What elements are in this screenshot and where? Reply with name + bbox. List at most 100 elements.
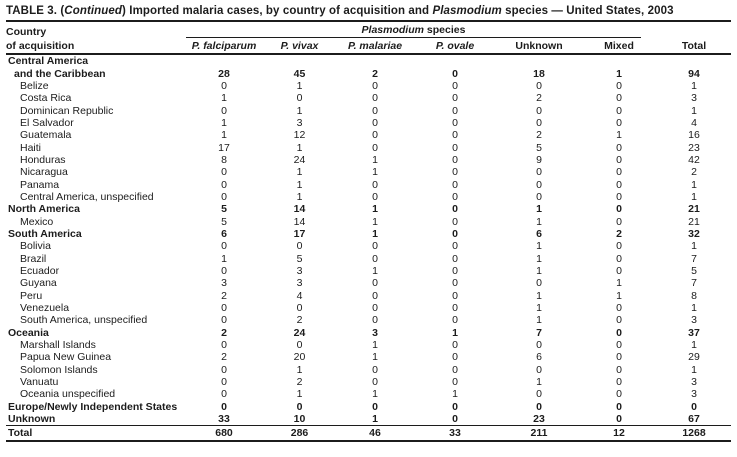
- cell-value: 17: [218, 141, 230, 154]
- cell-value: 32: [688, 227, 700, 240]
- column-header: P. falciparum: [191, 39, 257, 52]
- cell-value: 0: [372, 129, 378, 142]
- cell-value: 12: [293, 129, 306, 142]
- cell-value: 0: [616, 141, 622, 154]
- table-row: Bolivia 0 0 0 0 1 0 1: [6, 240, 731, 252]
- cell-value: 0: [616, 363, 622, 376]
- cell-value: 0: [452, 314, 458, 327]
- cell-value: 3: [296, 116, 303, 129]
- cell-value: 1: [221, 252, 227, 265]
- cell-value: 0: [372, 376, 378, 389]
- cell-value: 94: [688, 67, 700, 80]
- row-label: Central America, unspecified: [20, 190, 154, 203]
- cell-value: 0: [372, 190, 378, 203]
- table-row: Europe/Newly Independent States 0 0 0 0 0 0 0: [6, 401, 731, 413]
- cell-value: 0: [221, 265, 227, 278]
- cell-value: 0: [452, 153, 458, 166]
- cell-value: 0: [452, 215, 458, 228]
- cell-value: 1: [372, 388, 378, 401]
- country-header-line1: Country: [6, 26, 47, 38]
- cell-value: 0: [221, 190, 227, 203]
- title-segment: species — United States, 2003: [501, 5, 674, 17]
- cell-value: 0: [536, 104, 542, 117]
- row-label: Guatemala: [20, 129, 72, 142]
- cell-value: 1: [372, 227, 378, 240]
- table-row: Haiti 17 1 0 0 5 0 23: [6, 141, 731, 154]
- cell-value: 0: [452, 79, 458, 92]
- cell-value: 3: [691, 388, 697, 401]
- cell-value: 0: [452, 363, 458, 376]
- cell-value: 7: [691, 252, 697, 265]
- table-row: Panama 0 1 0 0 0 0 1: [6, 178, 731, 191]
- cell-value: 0: [372, 178, 378, 191]
- table-row: Guyana 3 3 0 0 0 1 7: [6, 277, 731, 289]
- cell-value: 1: [691, 104, 697, 117]
- column-header: Total: [681, 39, 707, 52]
- row-label: Belize: [20, 79, 49, 92]
- cell-value: 0: [536, 388, 542, 401]
- cell-value: 1: [221, 116, 227, 129]
- cell-value: 0: [452, 302, 458, 315]
- cell-value: 0: [616, 314, 622, 327]
- cell-value: 0: [536, 166, 542, 179]
- table-row: Honduras 8 24 1 0 9 0 42: [6, 154, 731, 166]
- cell-value: 2: [221, 289, 227, 302]
- row-label: Panama: [20, 178, 60, 191]
- cell-value: 0: [372, 400, 378, 413]
- cell-value: 0: [372, 79, 378, 92]
- cell-value: 0: [616, 153, 622, 166]
- cell-value: 21: [688, 203, 700, 216]
- cell-value: 0: [616, 326, 622, 339]
- cell-value: 3: [691, 314, 697, 327]
- table-row: North America 5 14 1 0 1 0 21: [6, 203, 731, 215]
- cell-value: 1: [296, 79, 303, 92]
- cell-value: 0: [616, 79, 622, 92]
- table-header: Country Plasmodium species of acquisitio…: [6, 22, 731, 55]
- header-group-row: Country Plasmodium species: [6, 22, 731, 38]
- cell-value: 0: [452, 339, 458, 352]
- cell-value: 0: [616, 178, 622, 191]
- table-body: Central America and the Caribbean 28 45 2 0 18…: [6, 55, 731, 442]
- cell-value: 45: [293, 67, 306, 80]
- table-row: Mexico 5 14 1 0 1 0 21: [6, 215, 731, 228]
- table-row: Unknown 33 10 1 0 23 0 67: [6, 413, 731, 425]
- cell-value: 0: [616, 203, 622, 216]
- cell-value: 1: [536, 376, 542, 389]
- cell-value: 0: [452, 129, 458, 142]
- cell-value: 1268: [682, 427, 706, 440]
- cell-value: 1: [372, 153, 378, 166]
- table-title: TABLE 3. (Continued) Imported malaria ca…: [6, 4, 731, 22]
- cell-value: 42: [688, 153, 700, 166]
- cell-value: 8: [221, 153, 227, 166]
- cell-value: 1: [452, 326, 458, 339]
- cell-value: 1: [452, 388, 458, 401]
- cell-value: 5: [221, 215, 227, 228]
- cell-value: 0: [616, 413, 622, 426]
- row-label: South America, unspecified: [20, 314, 148, 327]
- row-label: Brazil: [20, 252, 47, 265]
- cell-value: 0: [221, 166, 227, 179]
- cell-value: 0: [616, 92, 622, 105]
- cell-value: 3: [221, 277, 227, 290]
- column-header: Unknown: [515, 39, 563, 52]
- cell-value: 0: [536, 190, 542, 203]
- table-row: South America, unspecified 0 2 0 0 1 0 3: [6, 314, 731, 326]
- cell-value: 0: [536, 363, 542, 376]
- row-label: Honduras: [20, 153, 66, 166]
- cell-value: 1: [536, 289, 542, 302]
- cell-value: 0: [616, 166, 622, 179]
- row-label: Marshall Islands: [20, 339, 96, 352]
- cell-value: 2: [221, 351, 227, 364]
- cell-value: 1: [616, 289, 622, 302]
- cell-value: 18: [533, 67, 545, 80]
- cell-value: 1: [296, 190, 303, 203]
- cell-value: 24: [293, 326, 306, 339]
- cell-value: 23: [533, 413, 545, 426]
- cell-value: 0: [221, 314, 227, 327]
- cell-value: 12: [613, 427, 625, 440]
- plasmodium-species-group-header: Plasmodium species: [186, 24, 641, 38]
- cell-value: 0: [616, 388, 622, 401]
- row-label: Papua New Guinea: [20, 351, 112, 364]
- cell-value: 0: [616, 252, 622, 265]
- cell-value: 20: [293, 351, 306, 364]
